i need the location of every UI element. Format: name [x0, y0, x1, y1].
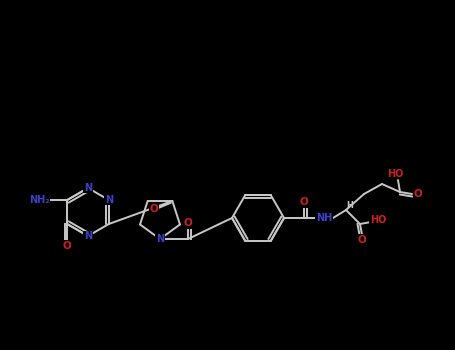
Text: NH: NH: [316, 213, 332, 223]
Text: NH₂: NH₂: [29, 195, 50, 205]
Text: O: O: [358, 235, 366, 245]
Text: O: O: [184, 218, 192, 228]
Text: N: N: [84, 231, 92, 241]
Text: HO: HO: [387, 169, 403, 179]
Text: O: O: [300, 197, 308, 207]
Text: HO: HO: [370, 215, 386, 225]
Text: N: N: [84, 183, 92, 193]
Text: N: N: [105, 195, 113, 205]
Text: O: O: [414, 189, 422, 199]
Text: H: H: [347, 201, 354, 210]
Text: O: O: [150, 204, 159, 214]
Text: O: O: [63, 241, 71, 251]
Text: N: N: [156, 234, 164, 244]
